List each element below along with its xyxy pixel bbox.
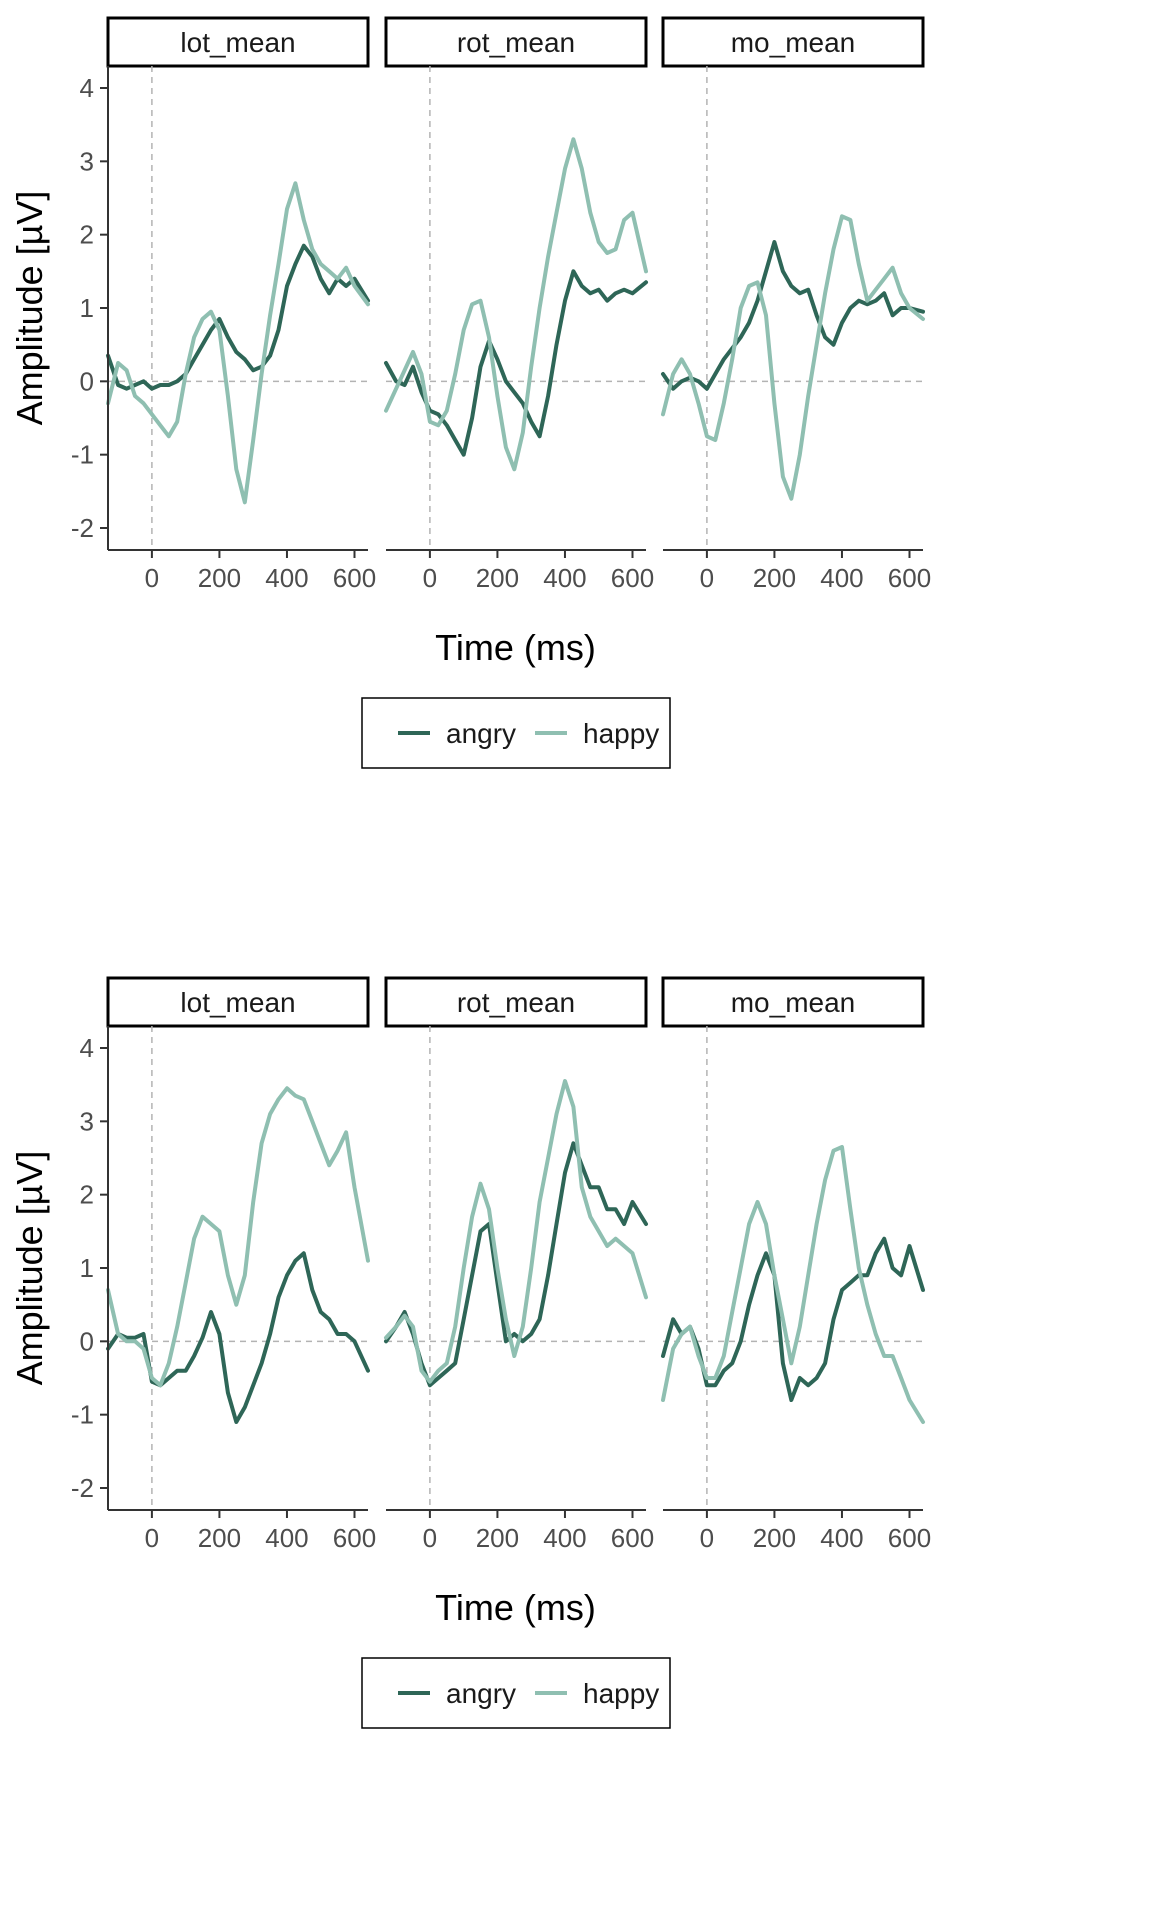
y-tick-label: 1 [80,1253,94,1283]
chart-block-2: lot_mean 0 200 400 600 -2 -1 0 1 2 3 4 rot_mean 0 200 4… [9,976,931,1729]
x-tick-label: 400 [820,563,863,593]
y-tick-label: 0 [80,366,94,396]
facet-strip-label: lot_mean [180,27,295,58]
x-tick-label: 400 [820,1523,863,1553]
x-tick-label: 200 [198,563,241,593]
x-tick-label: 200 [476,563,519,593]
x-tick-label: 0 [423,1523,437,1553]
series-line-angry [106,1251,370,1424]
y-tick-label: -1 [71,1400,94,1430]
y-tick-label: 4 [80,73,94,103]
facet-panel-mo_mean: mo_mean 0 200 400 600 [661,16,931,593]
series-line-happy [384,137,648,472]
series-line-angry [384,269,648,457]
facet-panel-lot_mean: lot_mean 0 200 400 600 -2 -1 0 1 2 3 4 [71,16,376,593]
legend-label-angry: angry [446,1678,516,1709]
y-tick-label: 4 [80,1033,94,1063]
y-tick-label: -1 [71,440,94,470]
y-tick-label: -2 [71,513,94,543]
series-line-happy [384,1079,648,1384]
x-tick-label: 200 [476,1523,519,1553]
series-line-happy [106,181,370,505]
x-axis-title: Time (ms) [435,1587,596,1628]
legend-label-happy: happy [583,718,659,749]
facet-strip [661,16,925,68]
x-tick-label: 400 [543,1523,586,1553]
x-tick-label: 600 [888,563,931,593]
legend-label-happy: happy [583,1678,659,1709]
series-line-angry [661,1236,925,1402]
facet-strip [106,16,370,68]
x-tick-label: 600 [333,1523,376,1553]
x-tick-label: 400 [265,563,308,593]
facet-strip [106,976,370,1028]
chart-block-1: lot_mean 0 200 400 600 -2 -1 0 1 2 3 4 rot_mean 0 200 4… [9,16,931,769]
series-line-happy [661,1145,925,1424]
y-tick-label: 2 [80,220,94,250]
facet-strip-label: lot_mean [180,987,295,1018]
y-axis-title: Amplitude [µV] [9,191,50,426]
facet-strip-label: rot_mean [457,27,575,58]
x-tick-label: 600 [611,1523,654,1553]
series-line-angry [106,243,370,391]
facet-panel-mo_mean: mo_mean 0 200 400 600 [661,976,931,1553]
y-tick-label: 0 [80,1326,94,1356]
y-tick-label: 2 [80,1180,94,1210]
x-tick-label: 400 [543,563,586,593]
facet-strip [384,16,648,68]
facet-strip [384,976,648,1028]
series-line-angry [384,1141,648,1388]
facet-strip [661,976,925,1028]
x-tick-label: 200 [753,563,796,593]
y-tick-label: 3 [80,1106,94,1136]
x-tick-label: 0 [145,1523,159,1553]
facet-panel-rot_mean: rot_mean 0 200 400 600 [384,16,654,593]
y-axis-title: Amplitude [µV] [9,1151,50,1386]
y-tick-label: 3 [80,146,94,176]
series-line-happy [661,214,925,501]
x-tick-label: 0 [145,563,159,593]
x-tick-label: 0 [423,563,437,593]
legend: angry happy [361,697,671,769]
legend: angry happy [361,1657,671,1729]
x-tick-label: 200 [753,1523,796,1553]
facet-panel-lot_mean: lot_mean 0 200 400 600 -2 -1 0 1 2 3 4 [71,976,376,1553]
y-tick-label: 1 [80,293,94,323]
x-tick-label: 600 [888,1523,931,1553]
series-line-angry [661,240,925,391]
facet-strip-label: mo_mean [731,27,856,58]
x-tick-label: 0 [700,563,714,593]
x-axis-title: Time (ms) [435,627,596,668]
facet-strip-label: rot_mean [457,987,575,1018]
x-tick-label: 600 [611,563,654,593]
legend-label-angry: angry [446,718,516,749]
series-line-happy [106,1086,370,1388]
x-tick-label: 200 [198,1523,241,1553]
x-tick-label: 0 [700,1523,714,1553]
facet-strip-label: mo_mean [731,987,856,1018]
y-tick-label: -2 [71,1473,94,1503]
facet-panel-rot_mean: rot_mean 0 200 400 600 [384,976,654,1553]
x-tick-label: 400 [265,1523,308,1553]
x-tick-label: 600 [333,563,376,593]
